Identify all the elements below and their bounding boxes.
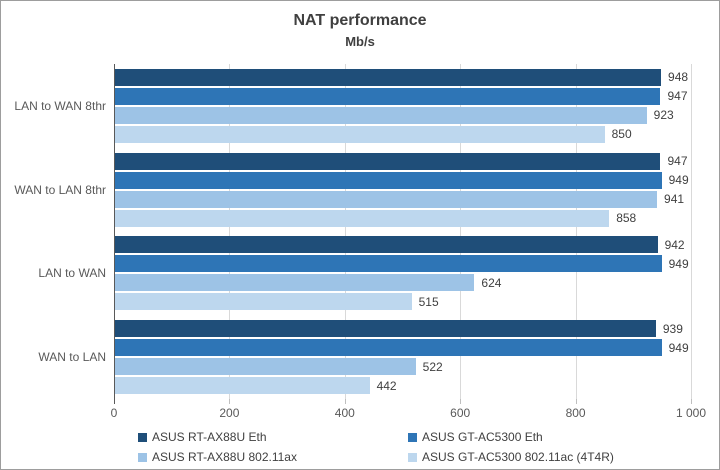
x-axis-tick	[460, 399, 462, 404]
bar-value-label: 858	[616, 211, 637, 226]
legend-label: ASUS RT-AX88U Eth	[152, 430, 267, 444]
bar	[115, 236, 658, 254]
y-axis-line	[114, 64, 115, 404]
x-tick-label: 0	[110, 406, 118, 420]
bar	[115, 377, 370, 395]
category-label: LAN to WAN 8thr	[14, 98, 106, 113]
gridline	[229, 64, 231, 399]
bar-row: 949	[115, 171, 691, 189]
x-tick-label: 400	[334, 406, 355, 420]
x-axis-tick	[691, 399, 692, 404]
bar-value-label: 850	[611, 127, 632, 142]
bar	[115, 171, 662, 189]
x-axis-tick	[229, 399, 231, 404]
gridline	[575, 64, 577, 399]
bar-value-label: 923	[653, 108, 674, 123]
bar-row: 941	[115, 190, 691, 208]
x-axis-tick	[344, 399, 346, 404]
bar-value-label: 949	[668, 256, 689, 271]
bar	[115, 320, 656, 338]
bar-value-label: 941	[664, 192, 685, 207]
bar	[115, 293, 412, 311]
bar	[115, 274, 475, 292]
bar-row: 850	[115, 125, 691, 143]
bar-value-label: 939	[662, 321, 683, 336]
bar	[115, 255, 662, 273]
bar-row: 947	[115, 87, 691, 105]
x-tick-label: 800	[565, 406, 586, 420]
legend-swatch-icon	[138, 452, 147, 462]
bar-value-label: 947	[667, 154, 688, 169]
bar-row: 939	[115, 320, 691, 338]
legend: ASUS RT-AX88U Eth ASUS GT-AC5300 Eth ASUS …	[138, 430, 614, 464]
bar-value-label: 442	[376, 378, 397, 393]
bar	[115, 125, 605, 143]
bar-row: 522	[115, 358, 691, 376]
bar-row: 923	[115, 106, 691, 124]
category-label: WAN to LAN 8thr	[14, 182, 106, 197]
bar-row: 442	[115, 377, 691, 395]
chart-header: NAT performance Mb/s	[1, 11, 719, 50]
category-label: WAN to LAN	[38, 350, 106, 365]
legend-item: ASUS RT-AX88U Eth	[138, 430, 408, 444]
legend-swatch-icon	[408, 452, 417, 462]
legend-label: ASUS GT-AC5300 Eth	[422, 430, 543, 444]
category-labels: LAN to WAN 8thr WAN to LAN 8thr LAN to WAN…	[1, 64, 106, 399]
bar-row: 948	[115, 68, 691, 86]
legend-label: ASUS GT-AC5300 802.11ac (4T4R)	[422, 450, 614, 464]
legend-swatch-icon	[138, 432, 147, 442]
bar	[115, 152, 661, 170]
bar-value-label: 624	[481, 275, 502, 290]
bar-row: 949	[115, 255, 691, 273]
bar	[115, 339, 662, 357]
bar-value-label: 947	[667, 89, 688, 104]
x-tick-label: 200	[219, 406, 240, 420]
bar-value-label: 522	[422, 359, 443, 374]
bar-row: 942	[115, 236, 691, 254]
bar-value-label: 515	[418, 294, 439, 309]
bar-value-label: 949	[668, 340, 689, 355]
chart-title: NAT performance	[293, 12, 427, 29]
chart-subtitle: Mb/s	[345, 34, 375, 50]
bar	[115, 358, 416, 376]
legend-label: ASUS RT-AX88U 802.11ax	[152, 450, 297, 464]
bar-row: 858	[115, 209, 691, 227]
bar-row: 947	[115, 152, 691, 170]
bar-row: 624	[115, 274, 691, 292]
category-group: 942 949 624 515	[115, 232, 691, 316]
legend-swatch-icon	[408, 432, 417, 442]
category-group: 948 947 923 850	[115, 64, 691, 148]
category-group: 939 949 522 442	[115, 315, 691, 399]
bar	[115, 87, 661, 105]
bar-value-label: 948	[668, 70, 689, 85]
category-label: LAN to WAN	[38, 266, 106, 281]
bar	[115, 190, 658, 208]
gridline	[344, 64, 346, 399]
bar-value-label: 942	[664, 237, 685, 252]
gridline	[691, 64, 692, 399]
legend-item: ASUS GT-AC5300 802.11ac (4T4R)	[408, 450, 614, 464]
bar-row: 515	[115, 293, 691, 311]
bar-groups: 948 947 923 850 947 949 941 858 942 949 624 515 939 9…	[115, 64, 691, 399]
plot-area: 948 947 923 850 947 949 941 858 942 949 624 515 939 9…	[114, 64, 692, 404]
x-tick-label: 1 000	[675, 406, 707, 420]
legend-item: ASUS RT-AX88U 802.11ax	[138, 450, 408, 464]
x-tick-labels: 0 200 400 600 800 1 000	[110, 406, 706, 421]
bar	[115, 106, 647, 124]
legend-item: ASUS GT-AC5300 Eth	[408, 430, 614, 444]
bar	[115, 68, 662, 86]
bar-value-label: 949	[668, 173, 689, 188]
bar	[115, 209, 610, 227]
bar-row: 949	[115, 339, 691, 357]
x-axis-tick	[575, 399, 577, 404]
category-group: 947 949 941 858	[115, 148, 691, 232]
x-tick-label: 600	[450, 406, 471, 420]
gridline	[460, 64, 462, 399]
